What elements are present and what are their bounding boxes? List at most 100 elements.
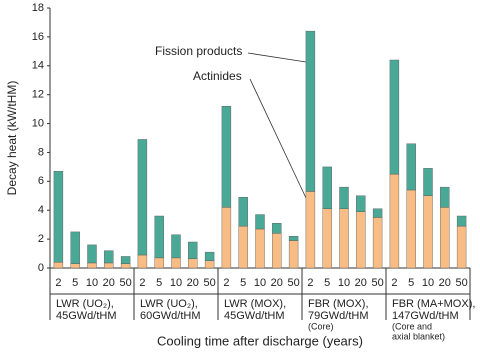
bar-segment bbox=[70, 263, 80, 269]
x-tick-label: 50 bbox=[203, 277, 215, 289]
bar-segment bbox=[372, 217, 383, 269]
y-tick-label: 10 bbox=[32, 117, 44, 129]
bar-segment bbox=[440, 207, 450, 269]
annotation-label: Actinides bbox=[193, 69, 242, 83]
bar-segment bbox=[356, 211, 366, 269]
annotation-label: Fission products bbox=[155, 44, 242, 58]
bar-segment bbox=[305, 191, 316, 269]
x-tick-label: 2 bbox=[391, 277, 397, 289]
bar-segment bbox=[456, 215, 467, 227]
x-tick-label: 50 bbox=[287, 277, 299, 289]
bar-segment bbox=[322, 208, 332, 269]
group-label: 147GWd/tHM bbox=[392, 310, 459, 322]
x-tick-label: 20 bbox=[103, 277, 115, 289]
bar-segment bbox=[389, 173, 400, 269]
x-tick-label: 10 bbox=[338, 277, 350, 289]
x-tick-label: 50 bbox=[371, 277, 383, 289]
y-tick-label: 12 bbox=[32, 89, 44, 101]
group-label: LWR (UO₂), bbox=[140, 298, 198, 310]
x-tick-label: 10 bbox=[86, 277, 98, 289]
bar-segment bbox=[456, 225, 467, 269]
bar-segment bbox=[406, 143, 416, 191]
bar-segment bbox=[288, 240, 299, 269]
x-tick-label: 10 bbox=[170, 277, 182, 289]
x-tick-label: 50 bbox=[455, 277, 467, 289]
bar-segment bbox=[171, 234, 181, 259]
bar-segment bbox=[372, 208, 383, 218]
annotation-arrow bbox=[249, 78, 307, 199]
y-tick-label: 0 bbox=[38, 262, 44, 274]
bar-segment bbox=[356, 195, 366, 212]
bar-segment bbox=[389, 59, 400, 175]
annotation-arrow bbox=[247, 52, 307, 63]
bar-segment bbox=[137, 139, 148, 256]
bar-segment bbox=[154, 257, 164, 269]
x-tick-label: 2 bbox=[307, 277, 313, 289]
bar-segment bbox=[440, 186, 450, 208]
x-axis-title: Cooling time after discharge (years) bbox=[157, 333, 363, 348]
x-tick-label: 5 bbox=[408, 277, 414, 289]
x-tick-label: 2 bbox=[139, 277, 145, 289]
bar-segment bbox=[104, 262, 114, 269]
y-tick-label: 16 bbox=[32, 31, 44, 43]
group-label: FBR (MOX), bbox=[308, 298, 369, 310]
bar-segment bbox=[255, 228, 265, 269]
bar-segment bbox=[188, 258, 198, 269]
bar-segment bbox=[288, 236, 299, 241]
bar-segment bbox=[255, 214, 265, 230]
bar-segment bbox=[322, 166, 332, 209]
group-label: 45GWd/tHM bbox=[224, 310, 285, 322]
x-tick-label: 2 bbox=[223, 277, 229, 289]
x-tick-label: 50 bbox=[119, 277, 131, 289]
bar-segment bbox=[137, 254, 148, 269]
bar-segment bbox=[87, 244, 97, 264]
x-tick-label: 5 bbox=[72, 277, 78, 289]
y-tick-label: 2 bbox=[38, 233, 44, 245]
bar-segment bbox=[272, 223, 282, 234]
bar-segment bbox=[204, 251, 215, 261]
bar-segment bbox=[238, 197, 248, 227]
bar-segment bbox=[339, 186, 349, 209]
bar-segment bbox=[423, 195, 433, 269]
group-note: (Core and bbox=[392, 321, 432, 331]
bar-segment bbox=[221, 207, 232, 269]
bar-segment bbox=[120, 263, 131, 269]
y-tick-label: 4 bbox=[38, 204, 44, 216]
x-tick-label: 10 bbox=[422, 277, 434, 289]
bar-segment bbox=[171, 257, 181, 269]
x-tick-label: 5 bbox=[156, 277, 162, 289]
x-tick-label: 10 bbox=[254, 277, 266, 289]
x-tick-label: 20 bbox=[439, 277, 451, 289]
y-axis-title: Decay heat (kW/tHM) bbox=[5, 81, 19, 196]
bar-segment bbox=[406, 189, 416, 269]
group-label: FBR (MA+MOX), bbox=[392, 298, 475, 310]
bar-segment bbox=[221, 106, 232, 208]
group-label: 45GWd/tHM bbox=[56, 310, 117, 322]
bar-segment bbox=[87, 262, 97, 269]
group-label: LWR (MOX), bbox=[224, 298, 286, 310]
bar-segment bbox=[339, 208, 349, 269]
x-tick-label: 20 bbox=[271, 277, 283, 289]
x-tick-label: 2 bbox=[55, 277, 61, 289]
bar-segment bbox=[272, 233, 282, 269]
bar-segment bbox=[70, 231, 80, 264]
bar-segment bbox=[423, 168, 433, 196]
y-tick-label: 14 bbox=[32, 60, 44, 72]
bar-segment bbox=[120, 256, 131, 264]
bar-segment bbox=[188, 241, 198, 259]
group-note: (Core) bbox=[308, 321, 334, 331]
y-tick-label: 8 bbox=[38, 146, 44, 158]
bar-segment bbox=[204, 260, 215, 269]
group-label: LWR (UO₂), bbox=[56, 298, 114, 310]
bar-segment bbox=[238, 225, 248, 269]
x-tick-label: 20 bbox=[187, 277, 199, 289]
bar-segment bbox=[53, 262, 64, 269]
group-label: 60GWd/tHM bbox=[140, 310, 201, 322]
bar-segment bbox=[154, 215, 164, 259]
y-tick-label: 6 bbox=[38, 175, 44, 187]
group-note: axial blanket) bbox=[392, 331, 445, 341]
y-tick-label: 18 bbox=[32, 2, 44, 14]
x-tick-label: 20 bbox=[355, 277, 367, 289]
bar-segment bbox=[104, 250, 114, 264]
